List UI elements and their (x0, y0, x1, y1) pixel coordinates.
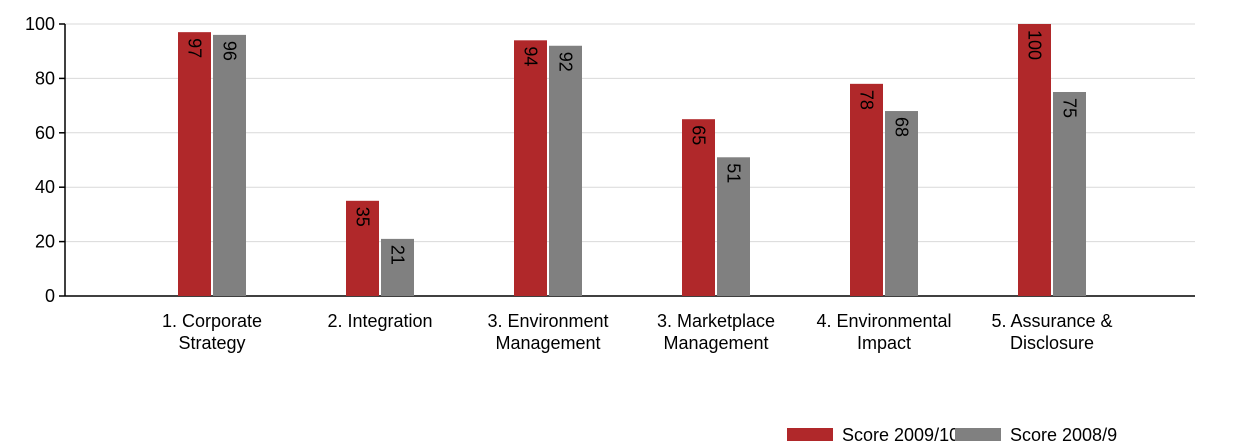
value-label: 65 (689, 125, 709, 145)
y-tick-label: 20 (35, 232, 55, 252)
bar (717, 157, 750, 296)
bar (514, 40, 547, 296)
legend-swatch (787, 428, 833, 441)
x-tick-label: 4. Environmental Impact (816, 311, 952, 353)
bar (381, 238, 414, 296)
y-tick-label: 60 (35, 123, 55, 143)
y-tick-label: 80 (35, 68, 55, 88)
bar (885, 111, 918, 296)
value-label: 51 (724, 163, 744, 183)
y-tick-label: 40 (35, 177, 55, 197)
bar (213, 34, 246, 296)
bar (178, 32, 211, 296)
value-label: 75 (1060, 98, 1080, 118)
bar (549, 45, 582, 297)
y-tick-label: 100 (25, 14, 55, 34)
x-tick-label: 3. Environment Management (487, 311, 609, 353)
value-label: 78 (857, 90, 877, 110)
value-label: 97 (185, 38, 205, 58)
value-label: 35 (353, 207, 373, 227)
legend-swatch (955, 428, 1001, 441)
x-tick-label: 2. Integration (327, 311, 433, 331)
value-label: 96 (220, 41, 240, 61)
value-label: 21 (388, 245, 408, 265)
legend-label: Score 2008/9 (1010, 425, 1117, 445)
legend-label: Score 2009/10 (842, 425, 959, 445)
x-tick-label: 1. Corporate Strategy (161, 311, 263, 353)
value-label: 94 (521, 46, 541, 66)
x-tick-label: 5. Assurance & Disclosure (991, 311, 1113, 353)
x-tick-label: 3. Marketplace Management (656, 311, 776, 353)
y-tick-label: 0 (45, 286, 55, 306)
bar (346, 200, 379, 296)
value-label: 68 (892, 117, 912, 137)
bar (1053, 92, 1086, 296)
bar (850, 83, 883, 296)
bar (1018, 24, 1051, 296)
value-label: 100 (1025, 30, 1045, 60)
value-label: 92 (556, 52, 576, 72)
bar (682, 119, 715, 296)
